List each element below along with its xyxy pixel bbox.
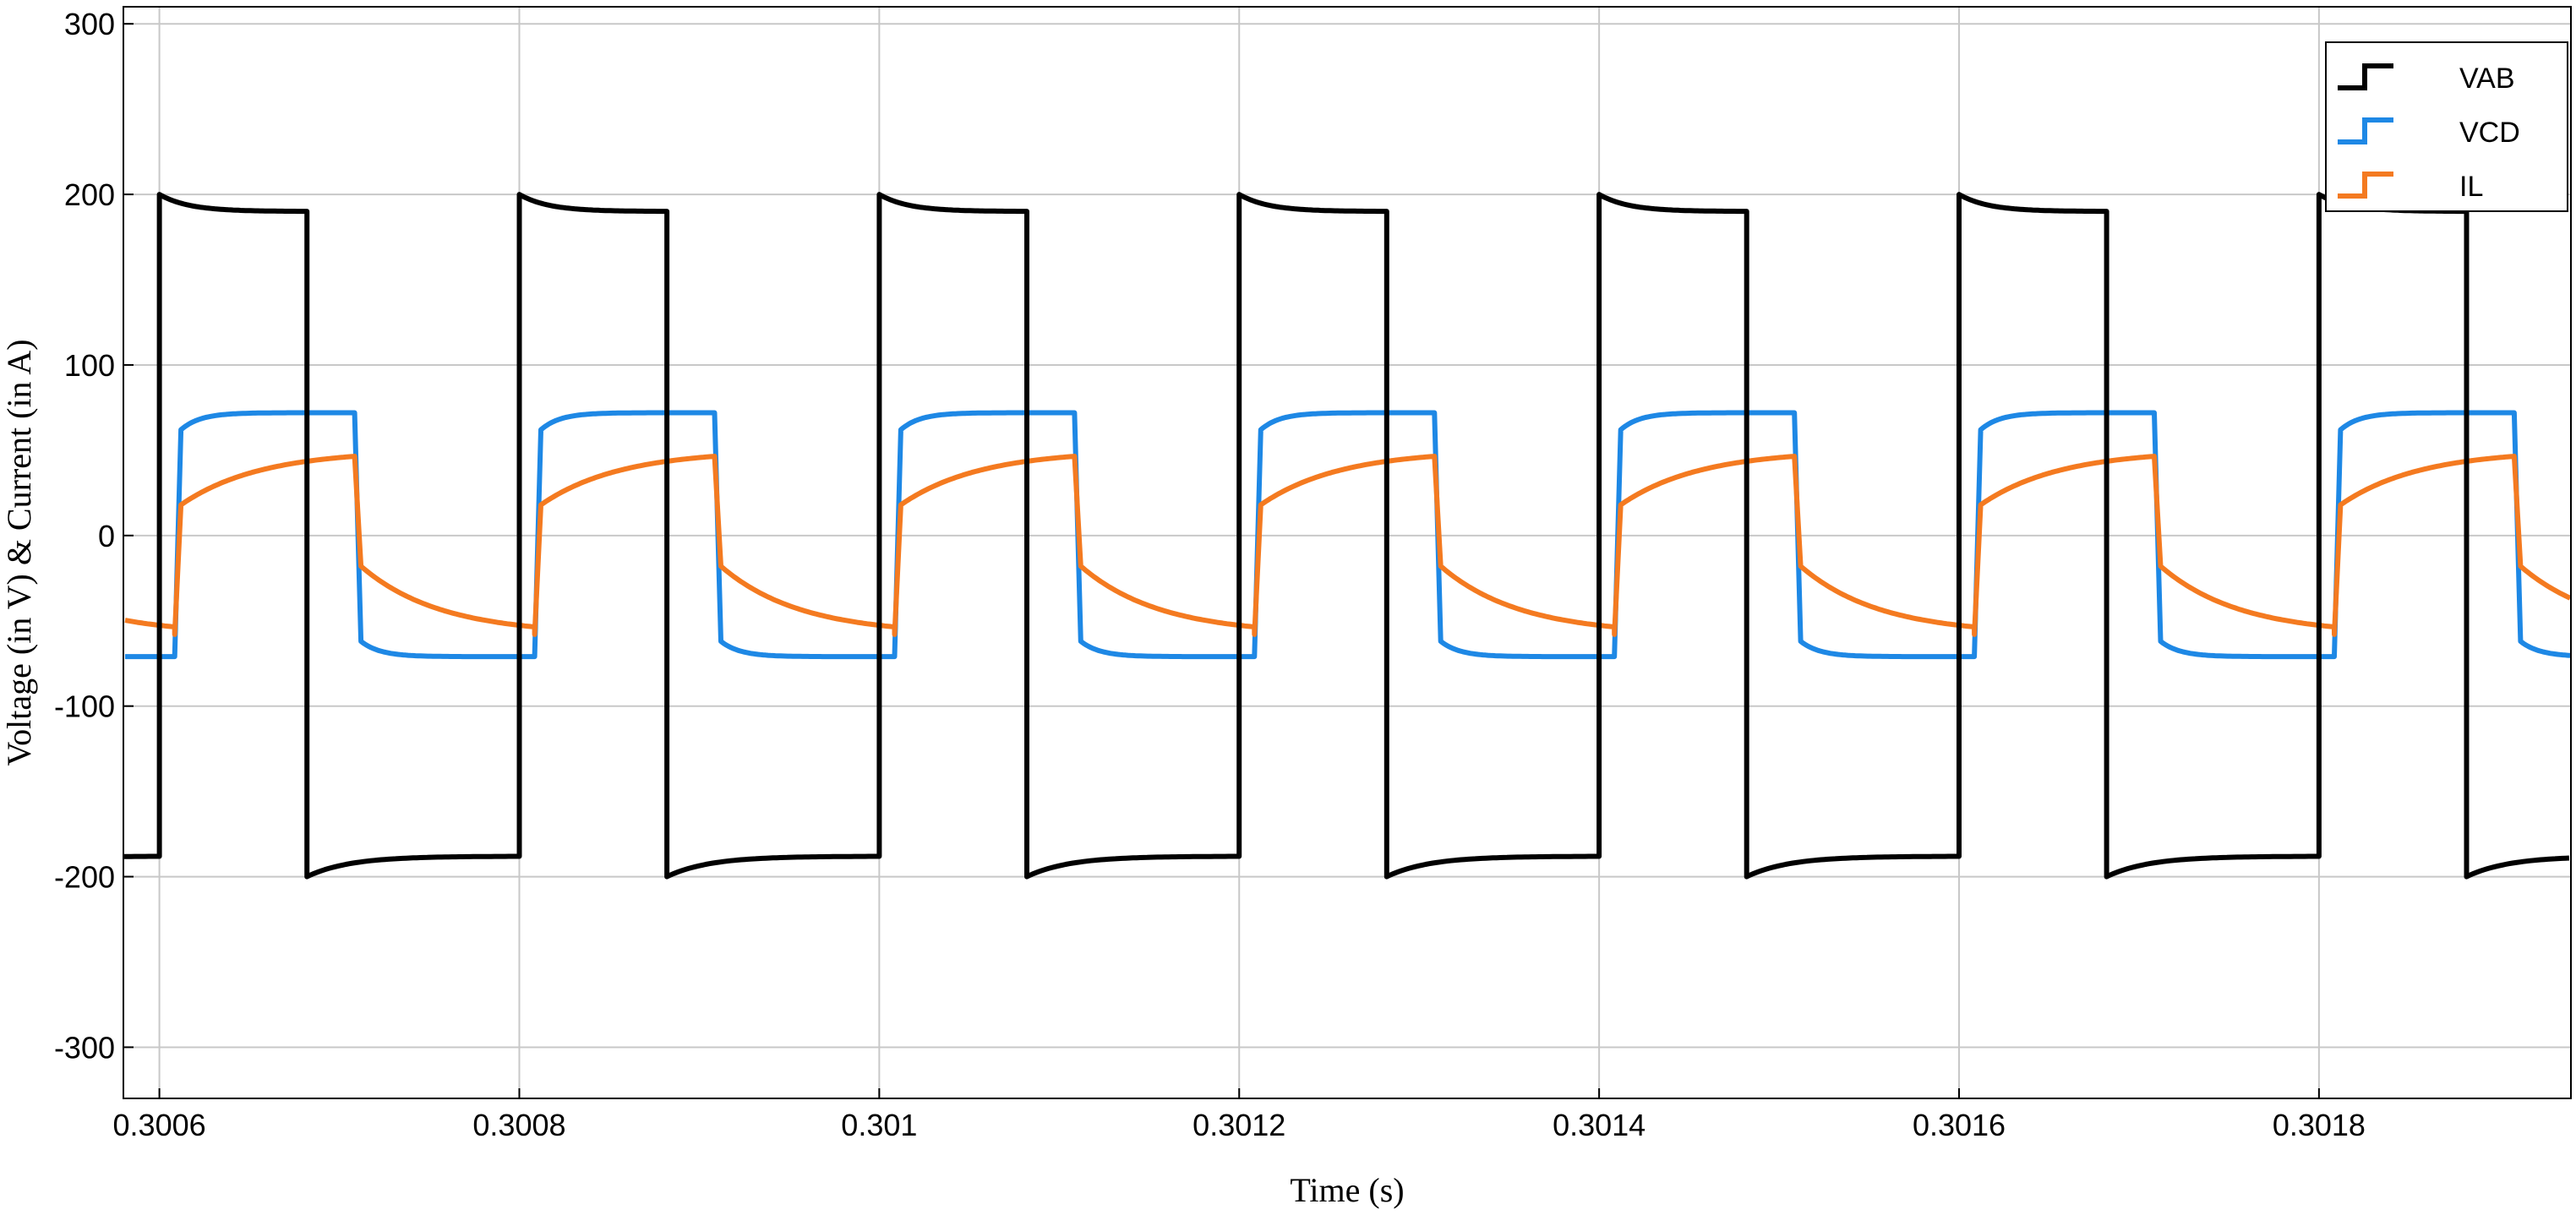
legend: VAB VCD IL	[2325, 41, 2568, 212]
legend-label-vcd: VCD	[2459, 117, 2520, 149]
y-tick-label: -200	[54, 860, 115, 895]
x-tick-label: 0.3016	[1913, 1108, 2006, 1142]
y-axis-label: Voltage (in V) & Current (in A)	[0, 339, 38, 766]
y-tick-label: -100	[54, 689, 115, 724]
x-tick-label: 0.3014	[1553, 1108, 1645, 1142]
grid	[123, 7, 2571, 1098]
legend-label-il: IL	[2459, 171, 2483, 203]
legend-line-vcd-icon	[2338, 117, 2393, 144]
series-group	[123, 192, 2571, 880]
x-tick-label: 0.3018	[2273, 1108, 2366, 1142]
x-tick-label: 0.301	[841, 1108, 917, 1142]
y-tick-label: -300	[54, 1030, 115, 1065]
series-line-vab	[123, 192, 2570, 880]
series-line-vcd	[124, 410, 2571, 660]
x-tick-label: 0.3006	[113, 1108, 206, 1142]
x-tick-label: 0.3012	[1192, 1108, 1285, 1142]
y-tick-label: 100	[64, 348, 115, 383]
y-tick-label: 0	[98, 519, 115, 553]
plot-frame	[123, 6, 2572, 1099]
legend-line-il-icon	[2338, 172, 2393, 199]
legend-line-vab-icon	[2338, 63, 2393, 90]
x-axis-label: Time (s)	[1290, 1171, 1404, 1209]
legend-label-vab: VAB	[2459, 63, 2515, 95]
x-tick-label: 0.3008	[472, 1108, 565, 1142]
tick-labels: 300 200 100 0 -100 -200 -300 0.3006 0.3008 0.301 0…	[54, 7, 2366, 1142]
y-tick-label: 300	[64, 7, 115, 41]
series-line-il	[124, 454, 2571, 637]
legend-box	[2325, 41, 2568, 212]
y-tick-label: 200	[64, 177, 115, 212]
